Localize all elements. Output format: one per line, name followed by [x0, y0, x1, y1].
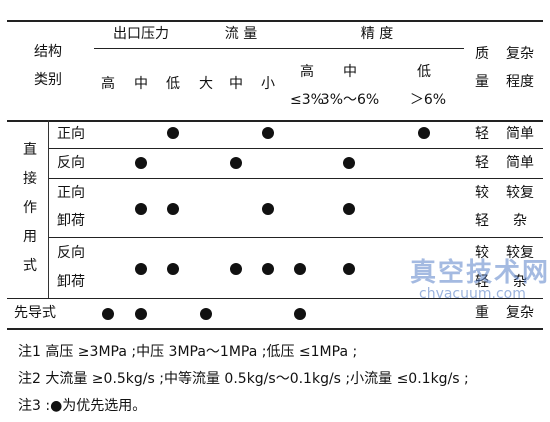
selection-dot	[167, 203, 179, 215]
row-label-reverse: 反向	[57, 155, 85, 171]
complexity-cell: 复杂	[506, 305, 534, 321]
weight-cell: 重	[475, 305, 489, 321]
subheader-mid-flow: 中	[229, 76, 243, 92]
row-label-forward-unloading: 正向	[57, 185, 85, 201]
selection-dot	[294, 263, 306, 275]
note-2: 注2 大流量 ≥0.5kg/s ;中等流量 0.5kg/s～0.1kg/s ;小…	[18, 371, 469, 387]
weight-header-line2: 量	[475, 74, 489, 90]
subheader-high-accuracy-value: ≤3%	[290, 92, 324, 108]
category-header-line2: 类别	[34, 72, 62, 88]
subheader-mid-accuracy: 中	[343, 64, 357, 80]
direct-acting-group-char: 式	[23, 258, 37, 274]
subheader-low-accuracy-value: ＞6%	[409, 92, 447, 108]
selection-dot	[135, 263, 147, 275]
header-bottom-border	[7, 120, 543, 122]
table-top-border	[7, 20, 543, 22]
subheader-mid-accuracy-value: 3%～6%	[320, 92, 380, 108]
weight-cell: 轻	[475, 155, 489, 171]
note-1: 注1 高压 ≥3MPa ;中压 3MPa～1MPa ;低压 ≤1MPa ;	[18, 344, 358, 360]
selection-dot	[343, 157, 355, 169]
complexity-cell: 简单	[506, 126, 534, 142]
selection-dot	[167, 263, 179, 275]
selection-dot	[343, 263, 355, 275]
selection-dot	[135, 203, 147, 215]
selection-dot	[102, 308, 114, 320]
subheader-low-accuracy: 低	[417, 64, 431, 80]
complexity-cell: 较复	[506, 185, 534, 201]
selection-dot	[230, 263, 242, 275]
outlet-pressure-header: 出口压力	[113, 26, 169, 42]
table-bottom-border	[7, 328, 543, 330]
header-divider	[94, 48, 464, 49]
weight-header: 质	[475, 46, 489, 62]
complexity-cell: 杂	[513, 213, 527, 229]
subheader-high-pressure: 高	[101, 76, 115, 92]
complexity-header-line2: 程度	[506, 74, 534, 90]
selection-dot	[262, 203, 274, 215]
selection-dot	[135, 157, 147, 169]
direct-acting-group-char: 接	[23, 171, 37, 187]
weight-cell: 轻	[475, 126, 489, 142]
weight-cell: 较	[475, 185, 489, 201]
selection-dot	[343, 203, 355, 215]
watermark-title: 真空技术网	[410, 258, 550, 288]
category-header: 结构	[34, 44, 62, 60]
selection-dot	[230, 157, 242, 169]
watermark-url: chvacuum.com	[419, 286, 526, 302]
weight-cell: 轻	[475, 274, 489, 290]
selection-dot	[294, 308, 306, 320]
selection-dot	[167, 127, 179, 139]
subheader-high-accuracy: 高	[300, 64, 314, 80]
row-divider-4	[7, 298, 543, 299]
row-label-reverse-unloading-line2: 卸荷	[57, 274, 85, 290]
flow-header: 流 量	[224, 26, 258, 42]
row-label-reverse-unloading: 反向	[57, 245, 85, 261]
note-3: 注3 :●为优先选用。	[18, 398, 147, 414]
selection-dot	[135, 308, 147, 320]
complexity-cell: 杂	[513, 274, 527, 290]
row-divider-1	[48, 148, 543, 149]
direct-acting-group-char: 直	[23, 142, 37, 158]
weight-cell: 较	[475, 245, 489, 261]
direct-acting-group-char: 用	[23, 229, 37, 245]
selection-dot	[200, 308, 212, 320]
accuracy-header: 精 度	[360, 26, 394, 42]
row-label-forward: 正向	[57, 126, 85, 142]
selection-dot	[418, 127, 430, 139]
complexity-cell: 简单	[506, 155, 534, 171]
subheader-small-flow: 小	[261, 76, 275, 92]
row-divider-3	[48, 237, 543, 238]
subheader-low-pressure: 低	[166, 76, 180, 92]
complexity-cell: 较复	[506, 245, 534, 261]
row-divider-2	[48, 178, 543, 179]
subheader-mid-pressure: 中	[134, 76, 148, 92]
subheader-large-flow: 大	[199, 76, 213, 92]
weight-cell: 轻	[475, 213, 489, 229]
selection-dot	[262, 127, 274, 139]
selection-dot	[262, 263, 274, 275]
complexity-header: 复杂	[506, 46, 534, 62]
row-label-forward-unloading-line2: 卸荷	[57, 213, 85, 229]
direct-acting-group-char: 作	[23, 200, 37, 216]
label-column-divider	[48, 120, 49, 298]
row-label-pilot: 先导式	[14, 305, 56, 321]
